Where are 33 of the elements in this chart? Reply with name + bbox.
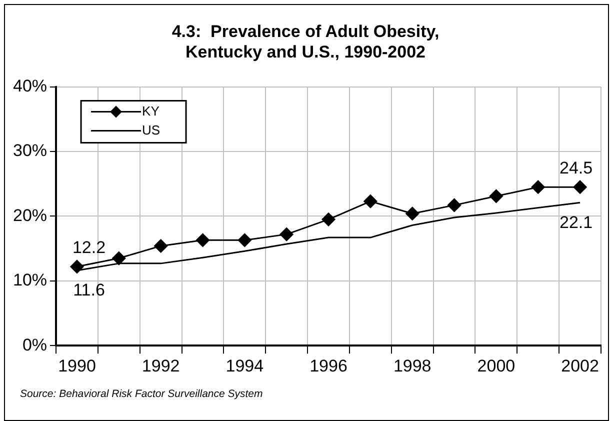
- legend-label: US: [142, 122, 160, 138]
- point: [196, 233, 210, 247]
- data-label: 11.6: [73, 280, 105, 300]
- point: [238, 233, 252, 247]
- point: [531, 180, 545, 194]
- y-tick-label: 0%: [22, 335, 48, 354]
- y-tick-label: 40%: [12, 76, 48, 96]
- point: [280, 228, 294, 242]
- point: [573, 180, 587, 194]
- x-tick-label: 2000: [477, 356, 516, 376]
- y-tick-label: 10%: [12, 270, 48, 290]
- data-label: 24.5: [559, 158, 593, 178]
- point: [112, 252, 126, 266]
- data-label: 22.1: [559, 212, 593, 232]
- point: [322, 212, 336, 226]
- legend-label: KY: [142, 103, 160, 118]
- point: [154, 239, 168, 253]
- source-note: Source: Behavioral Risk Factor Surveillance System: [20, 388, 263, 400]
- x-tick-label: 1992: [142, 356, 180, 376]
- x-tick-label: 1998: [393, 356, 432, 376]
- point: [489, 189, 503, 203]
- point: [406, 206, 420, 220]
- y-tick-label: 20%: [12, 206, 48, 225]
- point: [364, 194, 378, 208]
- x-tick-label: 1990: [58, 356, 96, 376]
- x-tick-label: 1994: [226, 356, 264, 376]
- chart-title: 4.3: Prevalence of Adult Obesity, Kentucky and U.S., 1990-2002: [172, 22, 440, 62]
- x-tick-label: 1996: [310, 356, 348, 376]
- x-tick-label: 2002: [561, 356, 599, 376]
- data-label: 12.2: [72, 238, 106, 257]
- point: [448, 198, 462, 212]
- y-tick-label: 30%: [12, 141, 48, 160]
- point: [70, 260, 84, 274]
